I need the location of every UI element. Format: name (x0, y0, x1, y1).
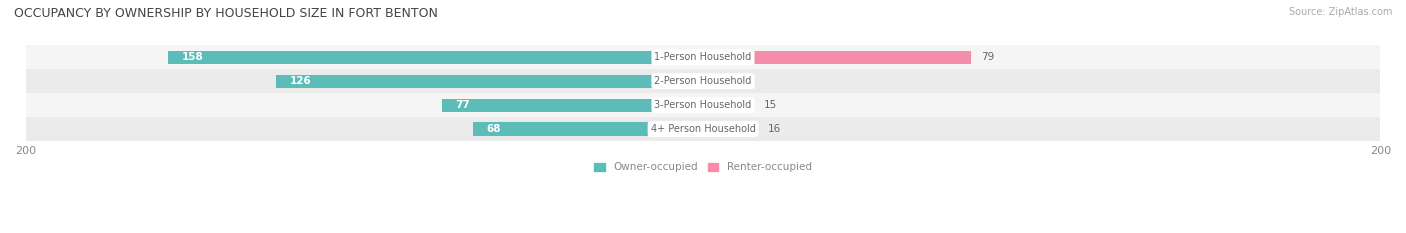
Text: 1-Person Household: 1-Person Household (654, 52, 752, 62)
Text: 79: 79 (981, 52, 994, 62)
Text: Source: ZipAtlas.com: Source: ZipAtlas.com (1288, 7, 1392, 17)
Bar (25, 69, 1381, 93)
Bar (441, 99, 703, 112)
Text: 77: 77 (456, 100, 471, 110)
Text: 126: 126 (290, 76, 312, 86)
Text: 68: 68 (486, 124, 501, 134)
Bar (703, 123, 758, 136)
Text: OCCUPANCY BY OWNERSHIP BY HOUSEHOLD SIZE IN FORT BENTON: OCCUPANCY BY OWNERSHIP BY HOUSEHOLD SIZE… (14, 7, 437, 20)
Bar (167, 51, 703, 64)
Text: 2-Person Household: 2-Person Household (654, 76, 752, 86)
Bar (25, 45, 1381, 69)
Text: 15: 15 (763, 100, 778, 110)
Bar (25, 117, 1381, 141)
Bar (276, 75, 703, 88)
Text: 158: 158 (181, 52, 202, 62)
Text: 9: 9 (744, 76, 751, 86)
Text: 4+ Person Household: 4+ Person Household (651, 124, 755, 134)
Bar (703, 51, 970, 64)
Legend: Owner-occupied, Renter-occupied: Owner-occupied, Renter-occupied (591, 158, 815, 176)
Text: 16: 16 (768, 124, 780, 134)
Bar (472, 123, 703, 136)
Bar (703, 99, 754, 112)
Bar (703, 75, 734, 88)
Bar (25, 93, 1381, 117)
Text: 3-Person Household: 3-Person Household (654, 100, 752, 110)
